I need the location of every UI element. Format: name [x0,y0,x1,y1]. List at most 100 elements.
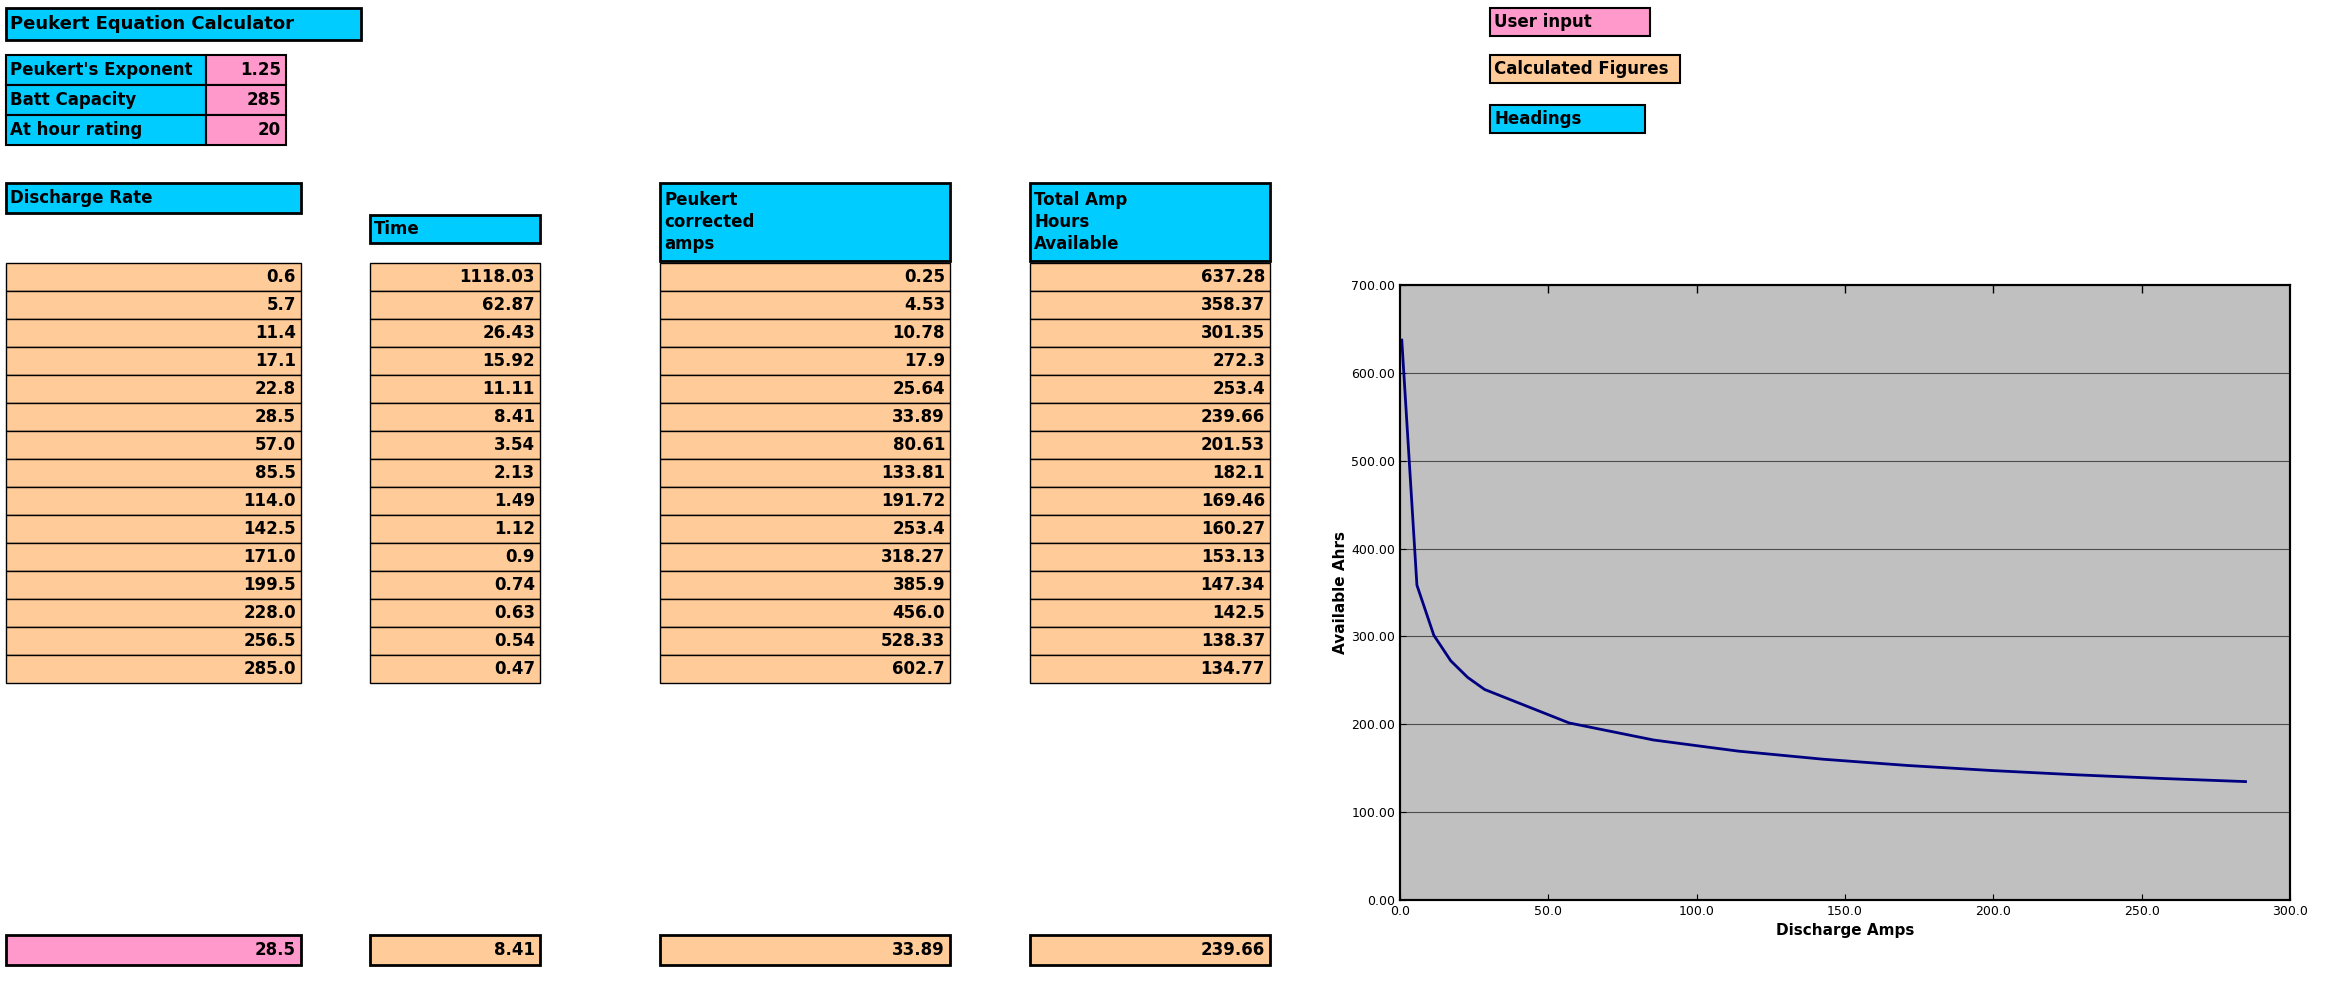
Text: 228.0: 228.0 [243,604,295,622]
Bar [1030,347,1271,375]
Bar [370,543,541,571]
Bar [370,655,541,683]
Bar [660,403,950,431]
Bar [1491,105,1645,133]
Text: 285: 285 [246,91,281,109]
Text: User input: User input [1493,13,1591,31]
Text: 637.28: 637.28 [1200,268,1266,286]
X-axis label: Discharge Amps: Discharge Amps [1776,923,1914,939]
Bar [660,655,950,683]
Bar [370,263,541,291]
Bar [7,55,206,85]
Text: 85.5: 85.5 [255,464,295,482]
Text: Peukert's Exponent: Peukert's Exponent [9,61,192,79]
Text: 253.4: 253.4 [892,520,945,538]
Bar [660,487,950,515]
Text: 2.13: 2.13 [494,464,536,482]
Text: 1.25: 1.25 [241,61,281,79]
Bar [7,403,302,431]
Bar [660,319,950,347]
Text: 171.0: 171.0 [243,548,295,566]
Bar [7,459,302,487]
Bar [660,291,950,319]
Text: 10.78: 10.78 [892,324,945,342]
Bar [7,291,302,319]
Text: Batt Capacity: Batt Capacity [9,91,136,109]
Text: 142.5: 142.5 [1212,604,1266,622]
Bar [7,627,302,655]
Bar [1491,8,1650,36]
Bar [660,571,950,599]
Text: 5.7: 5.7 [267,296,295,314]
Bar [370,403,541,431]
Text: 301.35: 301.35 [1200,324,1266,342]
Text: 0.74: 0.74 [494,576,536,594]
Text: 0.25: 0.25 [903,268,945,286]
Bar [660,599,950,627]
Text: 8.41: 8.41 [494,941,536,959]
Text: Total Amp
Hours
Available: Total Amp Hours Available [1034,191,1128,253]
Bar [206,85,285,115]
Bar [7,347,302,375]
Bar [7,319,302,347]
Text: 138.37: 138.37 [1200,632,1266,650]
Bar [660,431,950,459]
Text: 80.61: 80.61 [892,436,945,454]
Bar [660,263,950,291]
Text: 182.1: 182.1 [1212,464,1266,482]
Text: 26.43: 26.43 [482,324,536,342]
Text: 0.9: 0.9 [505,548,536,566]
Text: 17.9: 17.9 [903,352,945,370]
Text: 456.0: 456.0 [892,604,945,622]
Bar [660,935,950,965]
Text: 285.0: 285.0 [243,660,295,678]
Bar [370,215,541,243]
Bar [370,431,541,459]
Bar [370,347,541,375]
Text: Peukert
corrected
amps: Peukert corrected amps [665,191,753,253]
Bar [1491,55,1680,83]
Text: 3.54: 3.54 [494,436,536,454]
Text: 11.4: 11.4 [255,324,295,342]
Text: 239.66: 239.66 [1200,408,1266,426]
Bar [206,115,285,145]
Text: 147.34: 147.34 [1200,576,1266,594]
Text: 1.12: 1.12 [494,520,536,538]
Bar [1030,431,1271,459]
Text: 318.27: 318.27 [880,548,945,566]
Bar [660,183,950,261]
Bar [7,115,206,145]
Bar [370,375,541,403]
Text: 239.66: 239.66 [1200,941,1266,959]
Bar [7,655,302,683]
Bar [660,515,950,543]
Bar [7,263,302,291]
Text: 142.5: 142.5 [243,520,295,538]
Bar [7,599,302,627]
Text: 33.89: 33.89 [892,408,945,426]
Bar [1030,543,1271,571]
Text: 272.3: 272.3 [1212,352,1266,370]
Text: 17.1: 17.1 [255,352,295,370]
Bar [7,571,302,599]
Text: 62.87: 62.87 [482,296,536,314]
Bar [370,487,541,515]
Text: 191.72: 191.72 [880,492,945,510]
Bar [1030,935,1271,965]
Text: 256.5: 256.5 [243,632,295,650]
Bar [660,347,950,375]
Bar [660,375,950,403]
Text: Calculated Figures: Calculated Figures [1493,60,1668,78]
Bar [1030,599,1271,627]
Bar [370,627,541,655]
Bar [1030,459,1271,487]
Text: 528.33: 528.33 [880,632,945,650]
Bar [7,543,302,571]
Text: 114.0: 114.0 [243,492,295,510]
Text: 33.89: 33.89 [892,941,945,959]
Bar [7,515,302,543]
Text: 253.4: 253.4 [1212,380,1266,398]
Bar [1030,655,1271,683]
Text: Peukert Equation Calculator: Peukert Equation Calculator [9,15,295,33]
Text: Time: Time [374,220,419,238]
